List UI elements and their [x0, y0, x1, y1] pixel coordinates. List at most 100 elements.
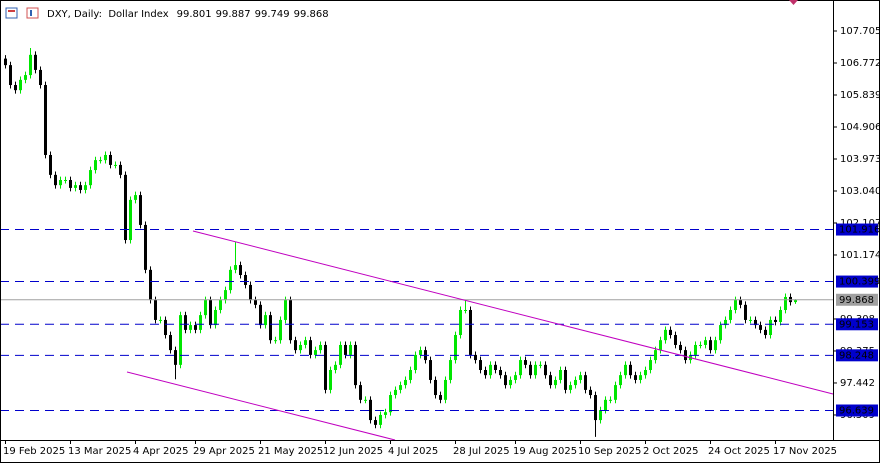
candle-body	[374, 420, 377, 425]
candle-body	[429, 360, 432, 380]
candle-body	[609, 399, 612, 401]
candle-body	[224, 290, 227, 301]
candle-body	[794, 299, 797, 303]
x-tick-label: 19 Feb 2025	[3, 446, 65, 457]
candle-body	[244, 275, 247, 285]
candle-body	[439, 395, 442, 400]
icon	[5, 7, 18, 19]
candle-body	[369, 399, 372, 421]
close: 99.868	[294, 9, 329, 20]
candle-body	[89, 170, 92, 186]
y-tick-label: 102.107	[840, 218, 880, 229]
candle-body	[574, 379, 577, 386]
candle-body	[634, 375, 637, 380]
candle-body	[704, 340, 707, 345]
candle-body	[294, 340, 297, 351]
trend-line	[126, 371, 396, 441]
icon	[30, 10, 32, 16]
candle-body	[684, 350, 687, 361]
level-label: 100.399	[839, 277, 880, 288]
candle-body	[389, 395, 392, 413]
candle-body	[639, 375, 642, 380]
header-text: DXY, Daily: Dollar Index 99.801 99.887 99.7…	[47, 9, 329, 20]
axes: 107.705 106.772 105.839 104.906 103.973 103.0…	[3, 26, 880, 457]
candle-body	[604, 399, 607, 411]
candle-body	[659, 340, 662, 351]
level-box	[836, 223, 878, 236]
candle-body	[4, 58, 7, 66]
x-tick-label: 4 Jul 2025	[388, 446, 438, 457]
candle-body	[754, 319, 757, 326]
candle-body	[249, 284, 252, 301]
candle-body	[629, 364, 632, 376]
candle-body	[644, 370, 647, 376]
candle-body	[719, 325, 722, 341]
candle-body	[449, 360, 452, 380]
y-tick-label: 107.705	[840, 26, 880, 37]
header: DXY, Daily: Dollar Index 99.801 99.887 99.7…	[5, 7, 329, 20]
candle-body	[544, 364, 547, 376]
candle-body	[134, 195, 137, 200]
candle-body	[774, 319, 777, 322]
candle-body	[254, 300, 257, 305]
candle-body	[469, 309, 472, 355]
candle-body	[709, 340, 712, 351]
icon	[8, 10, 15, 12]
candle-body	[59, 180, 62, 186]
x-tick-label: 13 Mar 2025	[68, 446, 131, 457]
candle-body	[309, 340, 312, 355]
candle-body	[624, 364, 627, 376]
candle-body	[54, 174, 57, 186]
candle-body	[269, 315, 272, 341]
y-tick-label: 103.040	[840, 186, 880, 197]
high: 99.887	[216, 9, 251, 20]
candle-body	[99, 160, 102, 162]
candle-body	[9, 65, 12, 86]
x-tick-label: 10 Sep 2025	[578, 446, 641, 457]
candle-body	[164, 319, 167, 336]
candle-body	[764, 329, 767, 336]
candle-body	[379, 414, 382, 425]
candle-body	[599, 410, 602, 421]
candle-body	[259, 304, 262, 326]
candle-body	[314, 350, 317, 355]
candle-body	[364, 399, 367, 401]
candle-body	[649, 360, 652, 371]
candle-body	[34, 54, 37, 70]
candle-body	[489, 364, 492, 376]
candle-body	[534, 364, 537, 376]
candle-body	[109, 154, 112, 165]
candle-body	[44, 85, 47, 155]
candle-body	[184, 315, 187, 330]
candle-body	[39, 69, 42, 86]
x-tick-label: 21 May 2025	[258, 446, 323, 457]
candle-body	[199, 315, 202, 330]
candle-body	[74, 185, 77, 188]
candle-body	[594, 395, 597, 421]
candle-body	[749, 319, 752, 321]
x-tick-label: 12 Jun 2025	[323, 446, 383, 457]
candle-body	[569, 385, 572, 390]
candle-body	[19, 79, 22, 91]
candle-body	[519, 360, 522, 376]
candle-body	[564, 370, 567, 390]
candle-body	[234, 265, 237, 270]
candle-body	[559, 370, 562, 380]
level-box	[836, 275, 878, 288]
y-tick-label: 104.906	[840, 122, 880, 133]
candle-body	[334, 364, 337, 371]
candle-body	[584, 375, 587, 390]
candle-body	[394, 389, 397, 396]
candle-body	[129, 199, 132, 241]
candle-body	[284, 300, 287, 320]
candle-body	[279, 319, 282, 341]
candle-body	[699, 344, 702, 346]
candle-body	[359, 385, 362, 400]
candle-body	[114, 164, 117, 166]
candle-body	[414, 354, 417, 371]
candle-body	[344, 344, 347, 355]
candle-body	[399, 385, 402, 390]
candle-body	[654, 350, 657, 361]
candle-body	[189, 325, 192, 330]
candle-body	[204, 300, 207, 316]
